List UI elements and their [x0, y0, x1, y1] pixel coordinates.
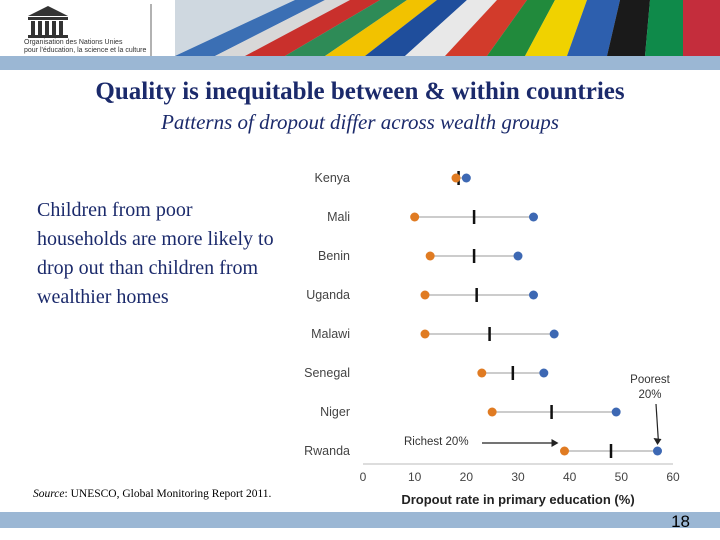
source-note: Source: UNESCO, Global Monitoring Report… [33, 488, 271, 500]
logo-caption: Organisation des Nations Unies pour l'éd… [24, 39, 164, 55]
page-number: 18 [671, 512, 690, 531]
dropout-chart: 0 10 20 30 40 50 60 Dropout rate in primary edu… [304, 171, 680, 507]
richest-point [420, 329, 430, 339]
x-tick-label: 0 [360, 470, 367, 484]
poorest-point [549, 329, 559, 339]
x-tick-label: 40 [563, 470, 577, 484]
poorest-point [529, 290, 538, 300]
header-band [0, 56, 720, 70]
category-label: Kenya [315, 171, 350, 185]
richest-point [425, 251, 435, 261]
annotation-poorest-arrowhead [653, 438, 662, 445]
annotation-richest-arrowhead [551, 439, 559, 447]
category-label: Benin [318, 249, 350, 263]
flags-photo [175, 0, 720, 56]
x-tick-label: 30 [511, 470, 525, 484]
x-axis-title: Dropout rate in primary education (%) [401, 492, 634, 507]
annotation-poorest-arrow [655, 403, 660, 444]
x-tick-label: 20 [460, 470, 474, 484]
slide-title: Quality is inequitable between & within … [95, 78, 625, 105]
unesco-logo [28, 4, 152, 56]
poorest-point [513, 251, 523, 261]
slide-subtitle: Patterns of dropout differ across wealth… [161, 110, 559, 134]
category-label: Malawi [311, 327, 350, 341]
x-tick-label: 60 [666, 470, 680, 484]
annotation-poorest-line2: 20% [638, 389, 661, 401]
footer-band [0, 512, 720, 528]
richest-point [451, 173, 461, 183]
richest-point [420, 290, 430, 300]
logo-text-line2: pour l'éducation, la science et la cultu… [24, 47, 147, 54]
category-label: Senegal [304, 366, 350, 380]
richest-point [560, 446, 569, 456]
richest-point [477, 368, 487, 378]
poorest-point [461, 173, 471, 183]
annotation-richest: Richest 20% [404, 436, 469, 448]
annotation-poorest-line1: Poorest [630, 374, 670, 386]
richest-point [487, 407, 497, 417]
source-label: Source [33, 488, 65, 500]
header: Organisation des Nations Unies pour l'éd… [0, 0, 720, 58]
poorest-point [529, 212, 538, 222]
poorest-point [653, 446, 662, 456]
x-tick-label: 50 [615, 470, 629, 484]
category-label: Rwanda [304, 444, 350, 458]
source-text: : UNESCO, Global Monitoring Report 2011. [64, 488, 272, 500]
x-tick-label: 10 [408, 470, 422, 484]
richest-point [410, 212, 420, 222]
category-label: Mali [327, 210, 350, 224]
poorest-point [539, 368, 549, 378]
poorest-point [611, 407, 621, 417]
body-text: Children from poor households are more l… [37, 199, 274, 308]
category-label: Uganda [306, 288, 350, 302]
logo-text-line1: Organisation des Nations Unies [24, 39, 123, 46]
category-label: Niger [320, 405, 350, 419]
